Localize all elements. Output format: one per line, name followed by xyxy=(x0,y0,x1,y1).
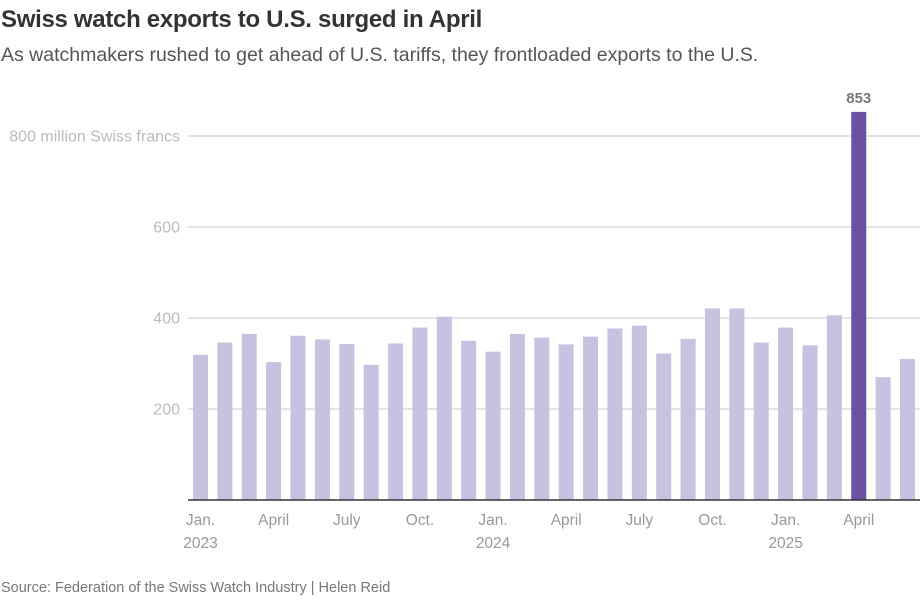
bar xyxy=(290,335,306,500)
bar xyxy=(607,328,623,500)
bar xyxy=(729,308,745,500)
bar-highlight xyxy=(851,111,867,500)
bar xyxy=(217,342,233,500)
x-tick-label: Oct. xyxy=(406,512,434,529)
bar xyxy=(778,327,794,500)
bar xyxy=(753,342,769,500)
bar xyxy=(388,343,404,500)
bar xyxy=(875,377,891,500)
bar xyxy=(826,315,842,500)
bar xyxy=(461,340,477,500)
bar xyxy=(193,354,208,500)
highlight-data-label: 853 xyxy=(846,90,871,107)
chart-title: Swiss watch exports to U.S. surged in Ap… xyxy=(1,6,482,33)
bar xyxy=(241,333,257,500)
x-tick-label: July xyxy=(333,512,361,529)
x-tick-label: Jan. xyxy=(478,512,507,529)
bar xyxy=(802,345,818,500)
bars xyxy=(193,111,916,500)
bar xyxy=(339,343,355,500)
x-tick-label: April xyxy=(258,512,289,529)
y-tick-label: 800 million Swiss francs xyxy=(9,129,180,146)
bar xyxy=(363,364,379,500)
x-axis-labels: Jan. 2023 April July Oct. Jan. 2024 April July Oc… xyxy=(183,512,874,552)
bar xyxy=(631,325,647,500)
x-tick-year: 2023 xyxy=(183,535,217,552)
bar xyxy=(436,316,452,500)
x-tick-label: April xyxy=(551,512,582,529)
source-note: Source: Federation of the Swiss Watch In… xyxy=(1,580,391,596)
bar xyxy=(704,308,720,500)
bar xyxy=(558,344,574,500)
bar xyxy=(314,339,330,500)
x-tick-label: Jan. xyxy=(186,512,215,529)
y-tick-label: 600 xyxy=(153,220,180,237)
bar xyxy=(583,336,599,500)
y-axis-labels: 800 million Swiss francs 600 400 200 xyxy=(9,129,180,419)
bar xyxy=(485,351,501,500)
bar xyxy=(680,338,696,500)
x-tick-label: Oct. xyxy=(698,512,726,529)
x-tick-label: July xyxy=(626,512,654,529)
x-tick-year: 2025 xyxy=(768,535,802,552)
bar xyxy=(534,337,550,500)
bar xyxy=(412,327,428,500)
y-tick-label: 200 xyxy=(153,402,180,419)
gridlines xyxy=(188,135,920,410)
x-tick-label: Jan. xyxy=(771,512,800,529)
y-tick-label: 400 xyxy=(153,311,180,328)
bar xyxy=(656,353,672,500)
bar xyxy=(266,362,282,500)
data-labels: 853 xyxy=(846,90,871,107)
bar xyxy=(509,333,525,500)
x-tick-year: 2024 xyxy=(476,535,511,552)
chart-subtitle: As watchmakers rushed to get ahead of U.… xyxy=(1,44,759,66)
x-tick-label: April xyxy=(843,512,874,529)
bar xyxy=(900,358,916,500)
